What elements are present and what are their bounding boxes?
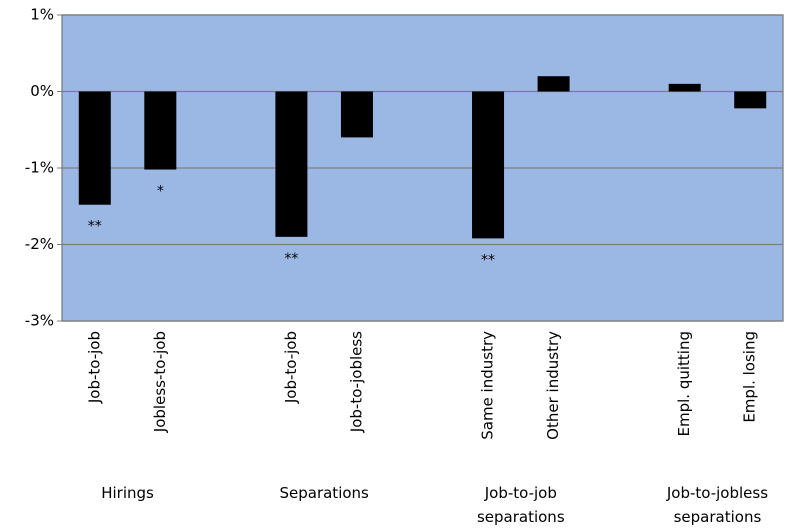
group-label: Job-to-jobless separations xyxy=(666,484,769,526)
bar xyxy=(144,91,177,170)
group-label: Job-to-job separations xyxy=(476,484,565,526)
value-label: ** xyxy=(284,251,298,267)
y-tick-label: -1% xyxy=(25,159,54,177)
x-tick-label: Job-to-job xyxy=(85,331,103,404)
group-label: Hirings xyxy=(101,484,154,502)
plot-border xyxy=(61,14,784,322)
bar xyxy=(340,91,373,138)
value-label: ** xyxy=(88,219,102,235)
x-tick-label: Empl. losing xyxy=(741,331,759,423)
bar xyxy=(668,83,701,92)
x-tick-label: Other industry xyxy=(544,331,562,440)
value-label: * xyxy=(157,184,164,200)
x-tick-label: Same industry xyxy=(479,331,497,440)
x-tick-label: Job-to-jobless xyxy=(347,331,365,433)
x-tick-label: Job-to-job xyxy=(282,331,300,404)
x-tick-label: Jobless-to-job xyxy=(151,331,169,433)
y-tick-label: -2% xyxy=(25,235,54,253)
y-tick-label: 0% xyxy=(30,82,54,100)
group-label: Separations xyxy=(279,484,369,502)
y-tick-label: 1% xyxy=(30,6,54,24)
bar xyxy=(472,91,505,239)
bar xyxy=(78,91,111,205)
y-tick-label: -3% xyxy=(25,312,54,330)
x-tick-label: Empl. quitting xyxy=(675,331,693,436)
bar xyxy=(537,76,570,92)
bar xyxy=(275,91,308,237)
bar xyxy=(734,91,767,109)
value-label: ** xyxy=(481,252,495,268)
